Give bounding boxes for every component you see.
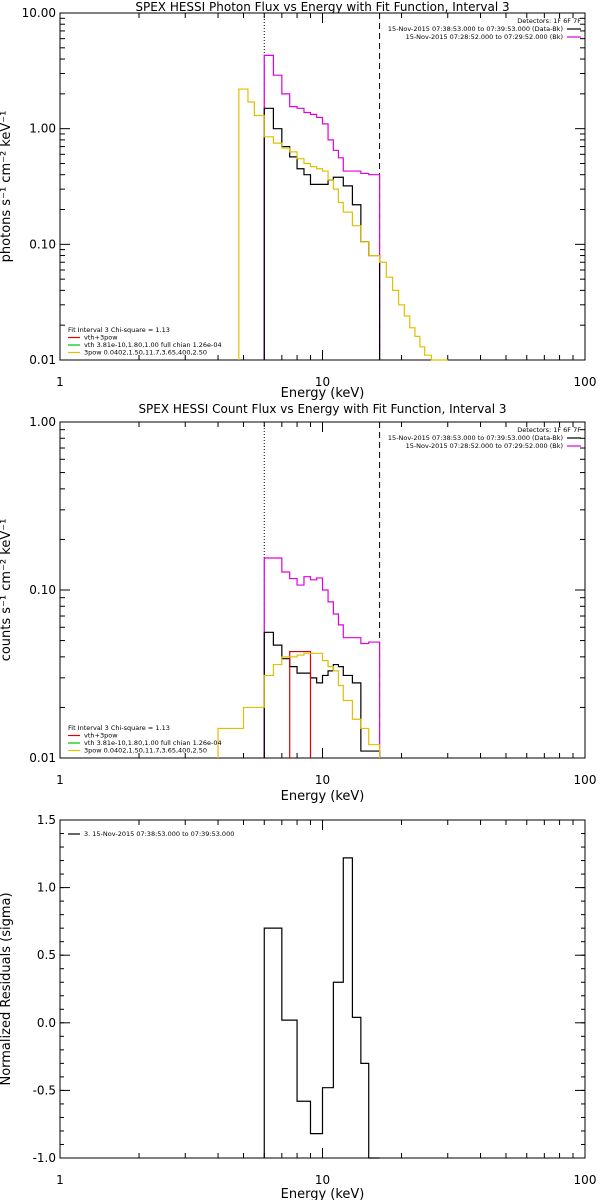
x-tick-label: 100	[574, 1173, 597, 1187]
y-tick-label: -0.5	[33, 1083, 56, 1097]
x-tick-label: 100	[574, 773, 597, 787]
spectrum-series-4	[217, 652, 381, 758]
legend-fit-line: Fit Interval 3 Chi-square = 1.13	[68, 326, 170, 334]
legend-fit-line: vth+3pow	[84, 334, 118, 342]
spectrum-series-1	[263, 54, 381, 360]
legend-detectors-line: 15-Nov-2015 07:28:52.000 to 07:29:52.000…	[406, 442, 563, 450]
y-axis-label: counts s⁻¹ cm⁻² keV⁻¹	[0, 519, 14, 662]
legend-fit-line: Fit Interval 3 Chi-square = 1.13	[68, 724, 170, 732]
spectrum-series-1	[263, 557, 381, 758]
legend-detectors-line: 15-Nov-2015 07:28:52.000 to 07:29:52.000…	[406, 33, 563, 41]
legend-fit-line: vth 3.81e-10,1.80,1.00 full chian 1.26e-…	[84, 341, 222, 349]
x-tick-label: 1	[56, 773, 64, 787]
y-tick-label: 0.01	[29, 353, 56, 367]
spectrum-series-3	[238, 88, 448, 361]
y-tick-label: 1.00	[29, 122, 56, 136]
legend-fit-line: vth+3pow	[84, 732, 118, 740]
y-tick-label: 0.5	[37, 948, 56, 962]
legend-interval-line: 3. 15-Nov-2015 07:38:53.000 to 07:39:53.…	[84, 830, 234, 838]
legend-fit-line: vth 3.81e-10,1.80,1.00 full chian 1.26e-…	[84, 739, 222, 747]
y-tick-label: 0.10	[29, 237, 56, 251]
chart-panel-2: SPEX HESSI Count Flux vs Energy with Fit…	[0, 402, 596, 804]
spectrum-series-3	[289, 650, 312, 758]
x-tick-label: 100	[574, 375, 597, 389]
legend-detectors-line: Detectors: 1F 6F 7F	[517, 17, 581, 25]
y-tick-label: 1.0	[37, 881, 56, 895]
spectrum-series-1	[263, 857, 380, 1159]
x-tick-label: 10	[315, 773, 330, 787]
legend-detectors-line: 15-Nov-2015 07:38:53.000 to 07:39:53.000…	[388, 25, 563, 33]
legend-fit-line: 3pow 0.0402,1.50,11.7,3.65,400,2.50	[84, 349, 207, 357]
chart-title: SPEX HESSI Count Flux vs Energy with Fit…	[138, 402, 506, 416]
y-tick-label: 10.00	[22, 6, 56, 20]
x-axis-label: Energy (keV)	[281, 1187, 365, 1200]
x-axis-label: Energy (keV)	[281, 789, 365, 804]
y-axis-label: Normalized Residuals (sigma)	[0, 892, 14, 1085]
y-tick-label: 0.0	[37, 1016, 56, 1030]
plot-frame	[59, 12, 586, 361]
legend-detectors-line: 15-Nov-2015 07:38:53.000 to 07:39:53.000…	[388, 434, 563, 442]
x-axis-label: Energy (keV)	[281, 386, 365, 401]
chart-panel-1: SPEX HESSI Photon Flux vs Energy with Fi…	[0, 0, 596, 401]
x-tick-label: 10	[315, 1173, 330, 1187]
y-tick-label: 1.00	[29, 415, 56, 429]
y-tick-label: -1.0	[33, 1151, 56, 1165]
x-tick-label: 1	[56, 375, 64, 389]
y-axis-label: photons s⁻¹ cm⁻² keV⁻¹	[0, 111, 14, 263]
y-tick-label: 0.10	[29, 583, 56, 597]
legend-fit-line: 3pow 0.0402,1.50,11.7,3.65,400,2.50	[84, 747, 207, 755]
y-tick-label: 0.01	[29, 751, 56, 765]
spectrum-series-2	[263, 631, 381, 758]
y-tick-label: 1.5	[37, 813, 56, 827]
x-tick-label: 1	[56, 1173, 64, 1187]
x-tick-label: 10	[315, 375, 330, 389]
legend-detectors-line: Detectors: 1F 6F 7F	[517, 426, 581, 434]
chart-title: SPEX HESSI Photon Flux vs Energy with Fi…	[135, 0, 509, 14]
chart-panel-3: 1 10 100 Energy (keV) 1.5 1.0 0.5 0.0 -0.5 -1.0 No…	[0, 813, 597, 1202]
